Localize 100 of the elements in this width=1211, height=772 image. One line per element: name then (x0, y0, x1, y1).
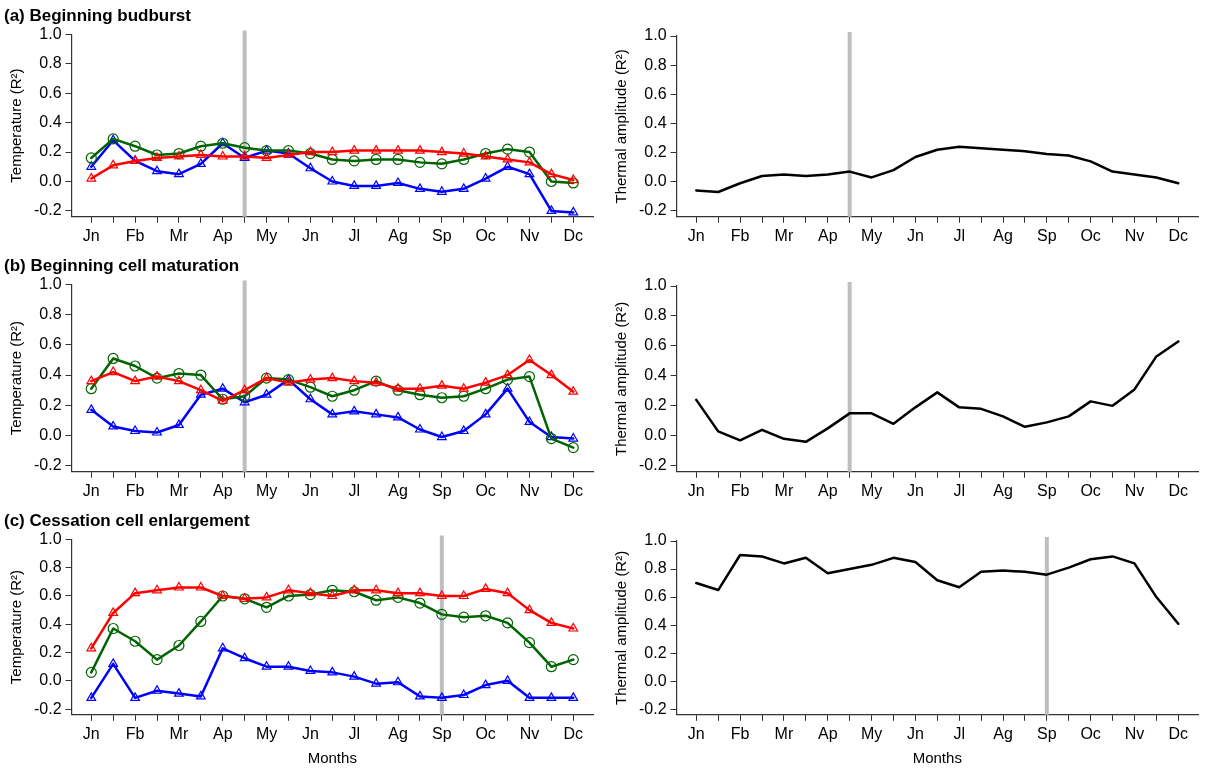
y-tick-label: 1.0 (39, 274, 62, 292)
point (524, 156, 535, 166)
point (458, 590, 469, 600)
point (239, 142, 251, 154)
point (502, 153, 513, 163)
point (152, 426, 162, 436)
point (523, 637, 536, 649)
x-tick-label: Ap (212, 481, 233, 499)
y-tick-label: 0.6 (39, 586, 62, 604)
point (304, 147, 316, 160)
chart-title: (a) Beginning budburst (4, 5, 192, 25)
point (152, 370, 162, 380)
point (348, 155, 360, 167)
x-tick-label: Sp (1037, 724, 1057, 742)
point (108, 159, 119, 169)
point (283, 661, 294, 670)
y-tick-label: -0.2 (33, 456, 62, 474)
point (523, 146, 536, 158)
point (261, 661, 272, 670)
point (371, 408, 382, 418)
x-tick-label: Ap (212, 226, 233, 244)
point (414, 597, 426, 609)
y-tick-label: -0.2 (638, 699, 667, 717)
point (261, 591, 272, 601)
x-tick-label: Ap (817, 226, 838, 244)
point (261, 389, 272, 398)
point (370, 594, 382, 606)
point (436, 431, 447, 441)
point (152, 584, 162, 594)
x-tick-label: Mr (169, 481, 189, 499)
x-tick-label: Sp (1037, 226, 1057, 244)
point (501, 617, 514, 629)
point (129, 360, 141, 372)
x-tick-label: Oc (475, 481, 496, 499)
x-tick-label: Nv (1124, 724, 1145, 742)
point (436, 186, 447, 195)
point (349, 584, 360, 594)
y-tick-label: 0.8 (39, 305, 62, 323)
point (85, 152, 97, 164)
point (458, 383, 469, 392)
x-tick-label: Nv (519, 481, 540, 499)
point (217, 150, 228, 160)
x-tick-label: My (860, 724, 883, 742)
point (195, 369, 207, 381)
point (349, 145, 360, 154)
point (414, 145, 425, 154)
point (173, 168, 184, 178)
y-tick-label: 1.0 (39, 24, 62, 42)
point (327, 408, 338, 418)
y-tick-label: 1.0 (644, 531, 667, 549)
point (130, 375, 141, 385)
x-tick-label: Ag (388, 724, 408, 742)
x-tick-label: Nv (519, 724, 540, 742)
point (546, 205, 557, 215)
point (86, 375, 97, 385)
point (568, 692, 579, 701)
y-tick-label: -0.2 (33, 699, 62, 717)
point (86, 404, 97, 413)
y-tick-label: 0.0 (39, 425, 62, 443)
x-tick-label: Jn (906, 226, 924, 244)
x-tick-label: Ap (212, 724, 233, 742)
point (393, 676, 403, 686)
point (129, 140, 141, 152)
point (436, 590, 447, 600)
point (305, 162, 316, 172)
x-tick-label: Jn (82, 226, 100, 244)
point (414, 156, 426, 168)
y-tick-label: 0.8 (644, 55, 667, 73)
point (348, 384, 360, 396)
x-tick-label: Mr (169, 724, 189, 742)
point (326, 584, 338, 596)
y-tick-label: 0.4 (644, 113, 667, 131)
point (86, 161, 97, 170)
point (151, 372, 163, 384)
x-tick-label: Jn (906, 481, 924, 499)
x-tick-label: Jl (953, 481, 965, 499)
point (436, 380, 447, 389)
point (458, 425, 469, 435)
point (327, 590, 338, 600)
point (173, 687, 184, 697)
point (305, 146, 316, 156)
x-tick-label: Jn (82, 481, 100, 499)
y-tick-label: 0.8 (39, 558, 62, 576)
y-tick-label: 0.6 (39, 335, 62, 353)
x-tick-label: Jn (301, 724, 319, 742)
point (327, 175, 338, 185)
point (523, 370, 536, 383)
x-tick-label: Fb (125, 724, 145, 742)
y-tick-label: 1.0 (644, 26, 667, 44)
y-tick-label: 0.4 (39, 365, 62, 383)
point (326, 153, 338, 166)
point (502, 587, 513, 597)
y-tick-label: 0.4 (39, 614, 62, 632)
point (195, 384, 206, 394)
point (371, 145, 382, 154)
x-tick-label: Sp (432, 481, 452, 499)
point (151, 654, 163, 666)
point (129, 635, 141, 647)
point (502, 369, 513, 379)
y-tick-label: 0.2 (39, 642, 62, 660)
